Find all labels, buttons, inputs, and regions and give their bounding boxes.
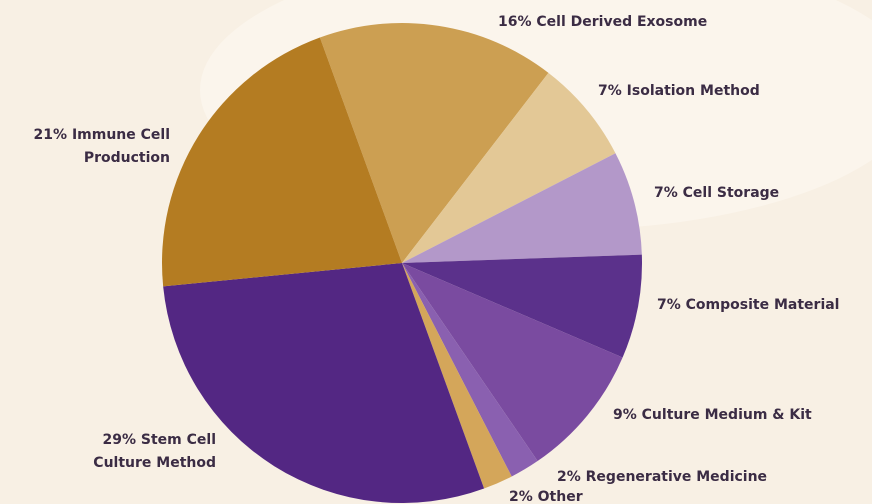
- pie-slice: [319, 22, 549, 263]
- category-label: Composite Material: [685, 297, 840, 313]
- pie-slice: [402, 263, 538, 477]
- category-label: Cell Storage: [682, 185, 780, 201]
- slice-label: 29% Stem Cell Culture Method: [70, 429, 216, 475]
- value-label: 29%: [102, 432, 137, 448]
- pie-slice: [402, 263, 623, 462]
- category-label: Cell Derived Exosome: [536, 14, 708, 30]
- slice-label: 7% Cell Storage: [654, 182, 864, 205]
- pie-slice: [162, 37, 402, 287]
- value-label: 2%: [509, 489, 533, 504]
- slice-label: 16% Cell Derived Exosome: [498, 11, 798, 34]
- pie-slice: [402, 72, 616, 263]
- category-label: Isolation Method: [626, 83, 760, 99]
- category-label: Other: [537, 489, 583, 504]
- slice-label: 2% Regenerative Medicine: [557, 466, 857, 489]
- slice-label: 2% Other: [509, 486, 709, 504]
- category-label: Stem Cell Culture Method: [93, 432, 216, 471]
- value-label: 2%: [557, 469, 581, 485]
- slice-label: 7% Composite Material: [657, 294, 872, 317]
- pie-slice: [402, 254, 642, 358]
- slice-label: 21% Immune Cell Production: [10, 124, 170, 170]
- value-label: 7%: [598, 83, 622, 99]
- slice-label: 7% Isolation Method: [598, 80, 858, 103]
- category-label: Culture Medium & Kit: [641, 407, 812, 423]
- pie-slice: [402, 263, 512, 489]
- value-label: 9%: [613, 407, 637, 423]
- category-label: Immune Cell Production: [71, 127, 170, 166]
- value-label: 21%: [33, 127, 68, 143]
- category-label: Regenerative Medicine: [585, 469, 768, 485]
- value-label: 7%: [654, 185, 678, 201]
- value-label: 16%: [498, 14, 532, 30]
- pie-slice: [402, 153, 642, 263]
- pie-slice: [163, 263, 485, 503]
- value-label: 7%: [657, 297, 681, 313]
- slice-label: 9% Culture Medium & Kit: [613, 404, 863, 427]
